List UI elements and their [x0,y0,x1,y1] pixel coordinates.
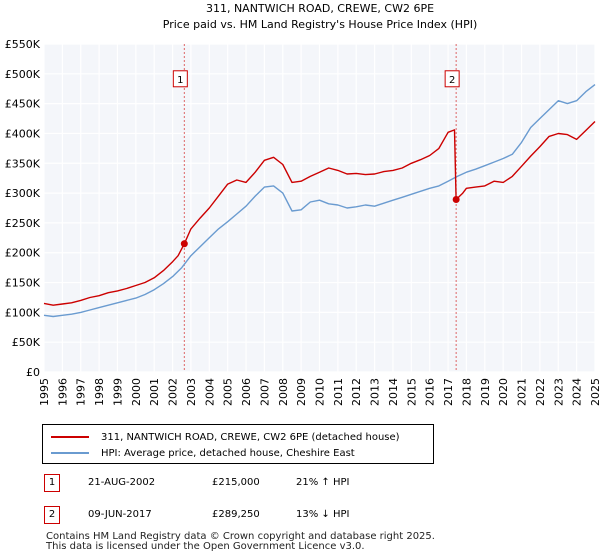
x-tick-label: 2014 [387,378,400,406]
transaction-markers [183,44,457,372]
x-tick-label: 2008 [277,378,290,406]
annotation-badge [172,70,188,88]
x-tick-label: 2009 [295,378,308,406]
series-line [43,84,596,318]
y-tick-label: £100K [5,306,41,319]
y-tick-label: £0 [26,366,40,379]
y-tick-label: £450K [5,98,41,111]
x-tick-label: 2001 [148,378,161,406]
x-tick-label: 1999 [111,378,124,406]
annotation-label: 2 [449,75,455,86]
transaction-price: £289,250 [212,509,260,520]
x-tick-label: 2016 [424,378,437,406]
y-tick-label: £500K [5,68,41,81]
x-tick-label: 2000 [130,378,143,406]
y-tick-label: £50K [12,336,41,349]
transaction-point [180,240,188,248]
y-axis-labels: £0 £50K £100K £150K £200K £250K £300K £350K £400… [5,38,41,379]
x-tick-label: 2003 [185,378,198,406]
x-tick-label: 2019 [479,378,492,406]
series-line [43,120,596,306]
x-tick-label: 1995 [38,378,51,406]
x-axis-labels: 1995 1996 1997 1998 1999 2000 2001 2002 2003 2004… [38,378,600,406]
series-lines [43,84,596,318]
transaction-price: £215,000 [212,477,260,488]
x-tick-label: 2022 [534,378,547,406]
transaction-date: 21-AUG-2002 [88,477,156,488]
footer-copyright: Contains HM Land Registry data © Crown c… [46,531,435,542]
x-tick-label: 2007 [258,378,271,406]
legend-item-property: 311, NANTWICH ROAD, CREWE, CW2 6PE (deta… [51,429,400,445]
chart-subtitle: Price paid vs. HM Land Registry's House … [163,18,478,31]
x-tick-label: 1996 [56,378,69,406]
transaction-number: 2 [44,506,60,524]
legend-label-property: 311, NANTWICH ROAD, CREWE, CW2 6PE (deta… [101,431,400,443]
x-tick-label: 2015 [405,378,418,406]
transaction-date: 09-JUN-2017 [88,509,152,520]
x-tick-label: 2006 [240,378,253,406]
chart-title: 311, NANTWICH ROAD, CREWE, CW2 6PE [206,2,434,15]
legend-label-hpi: HPI: Average price, detached house, Ches… [101,447,355,459]
x-tick-label: 2021 [516,378,529,406]
x-tick-label: 2004 [203,378,216,406]
footer: Contains HM Land Registry data © Crown c… [46,532,435,552]
x-tick-label: 2010 [314,378,327,406]
transaction-point [452,196,460,204]
y-tick-label: £550K [5,38,41,51]
legend-item-hpi: HPI: Average price, detached house, Ches… [51,445,355,461]
legend: 311, NANTWICH ROAD, CREWE, CW2 6PE (deta… [42,424,434,464]
x-tick-label: 2017 [442,378,455,406]
annotation-badge [444,70,460,88]
footer-licence: This data is licensed under the Open Gov… [46,541,365,552]
transaction-hpi-diff: 21% ↑ HPI [296,477,350,488]
x-tick-label: 2011 [332,378,345,406]
x-tick-label: 1998 [93,378,106,406]
annotation-label: 1 [177,75,183,86]
price-chart: 311, NANTWICH ROAD, CREWE, CW2 6PE Price… [5,2,600,406]
x-tick-label: 1997 [75,378,88,406]
y-tick-label: £200K [5,247,41,260]
x-tick-label: 2018 [460,378,473,406]
transaction-points [180,196,460,248]
y-tick-label: £300K [5,187,41,200]
x-tick-label: 2005 [222,378,235,406]
y-tick-label: £350K [5,157,41,170]
transaction-hpi-diff: 13% ↓ HPI [296,509,350,520]
y-tick-label: £250K [5,217,41,230]
x-tick-label: 2012 [350,378,363,406]
x-tick-label: 2020 [497,378,510,406]
x-tick-label: 2002 [167,378,180,406]
x-tick-label: 2024 [571,378,584,406]
transaction-number: 1 [44,474,60,492]
legend-swatch-hpi [51,452,89,454]
legend-swatch-property [51,436,89,438]
x-tick-label: 2023 [552,378,565,406]
y-tick-label: £400K [5,127,41,140]
x-tick-label: 2025 [589,378,600,406]
x-tick-label: 2013 [369,378,382,406]
y-tick-label: £150K [5,277,41,290]
